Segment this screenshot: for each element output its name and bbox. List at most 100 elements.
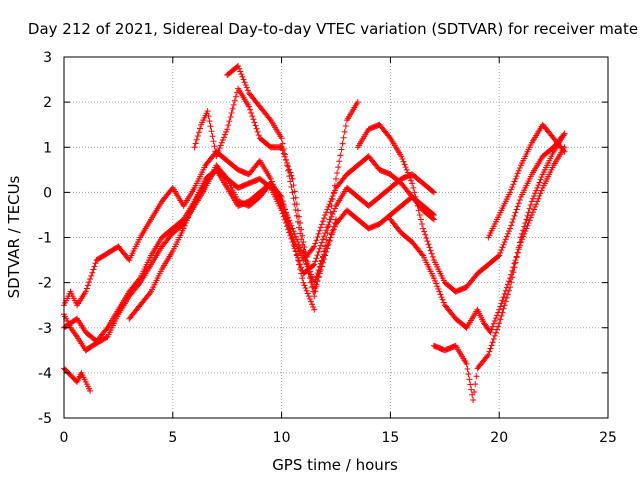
data-point: [309, 301, 316, 308]
data-point: [306, 275, 313, 282]
data-point: [206, 118, 213, 125]
data-point: [331, 220, 338, 227]
data-point: [532, 190, 539, 197]
data-point: [317, 242, 324, 249]
data-point: [404, 169, 411, 176]
data-point: [278, 144, 285, 151]
data-point: [513, 173, 520, 180]
data-point: [524, 212, 531, 219]
data-point: [323, 236, 330, 243]
data-point: [310, 244, 317, 251]
data-point: [91, 263, 98, 270]
data-point: [386, 133, 393, 140]
data-point: [266, 115, 273, 122]
data-point: [82, 288, 89, 295]
chart-title: Day 212 of 2021, Sidereal Day-to-day VTE…: [28, 20, 638, 38]
data-point: [185, 214, 192, 221]
data-point: [231, 97, 238, 104]
data-point: [317, 224, 324, 231]
data-point: [494, 312, 501, 319]
data-point: [247, 106, 254, 113]
y-tick-label: -5: [38, 411, 52, 427]
data-point: [311, 288, 318, 295]
data-point: [335, 164, 342, 171]
data-point: [318, 239, 325, 246]
data-point: [523, 216, 530, 223]
data-point: [306, 295, 313, 302]
data-point: [326, 238, 333, 245]
data-point: [240, 76, 247, 83]
data-point: [499, 297, 506, 304]
data-point: [515, 200, 522, 207]
data-point: [232, 93, 239, 100]
series-track-5: [126, 166, 318, 322]
data-point: [515, 244, 522, 251]
data-point: [291, 188, 298, 195]
data-point: [303, 253, 310, 260]
data-point: [421, 228, 428, 235]
data-point: [230, 101, 237, 108]
data-point: [436, 288, 443, 295]
data-point: [508, 186, 515, 193]
data-point: [279, 147, 286, 154]
data-point: [314, 234, 321, 241]
data-point: [465, 371, 472, 378]
data-point: [282, 210, 289, 217]
data-point: [296, 213, 303, 220]
data-point: [310, 303, 317, 310]
data-point: [224, 126, 231, 133]
data-point: [301, 243, 308, 250]
data-point: [83, 285, 90, 292]
data-point: [514, 249, 521, 256]
data-point: [310, 262, 317, 269]
data-point: [500, 241, 507, 248]
data-point: [330, 208, 337, 215]
data-point: [513, 206, 520, 213]
data-point: [487, 345, 494, 352]
data-point: [538, 174, 545, 181]
data-point: [514, 203, 521, 210]
data-point: [510, 215, 517, 222]
data-point: [526, 205, 533, 212]
data-point: [315, 274, 322, 281]
data-point: [504, 291, 511, 298]
data-point: [299, 232, 306, 239]
data-point: [252, 122, 259, 129]
data-point: [205, 113, 212, 120]
data-point: [333, 216, 339, 223]
data-point: [330, 189, 337, 196]
data-point: [525, 209, 532, 216]
data-point: [314, 277, 321, 284]
data-point: [496, 306, 503, 313]
data-point: [502, 298, 509, 305]
data-point: [280, 150, 287, 157]
data-point: [488, 342, 495, 349]
data-point: [319, 218, 326, 225]
data-point: [433, 280, 440, 287]
data-point: [204, 108, 211, 115]
data-point: [253, 125, 260, 132]
data-point: [312, 285, 319, 292]
data-point: [293, 201, 300, 208]
data-point: [432, 277, 439, 284]
data-point: [228, 109, 235, 116]
data-point: [241, 79, 248, 86]
data-point: [415, 207, 422, 214]
data-point: [489, 323, 496, 330]
series-track-6: [224, 63, 361, 300]
data-point: [239, 73, 246, 80]
series-track-11: [485, 121, 568, 241]
y-tick-label: -4: [38, 366, 52, 382]
data-point: [527, 214, 534, 221]
data-point: [291, 243, 298, 250]
data-point: [192, 140, 199, 147]
data-point: [416, 211, 423, 218]
data-point: [429, 253, 436, 260]
series-track-2: [61, 162, 437, 354]
data-point: [342, 123, 349, 130]
data-point: [225, 122, 232, 129]
data-point: [254, 128, 261, 135]
data-point: [238, 71, 245, 78]
data-point: [463, 360, 470, 367]
y-axis-label: SDTVAR / TECUs: [5, 175, 23, 298]
